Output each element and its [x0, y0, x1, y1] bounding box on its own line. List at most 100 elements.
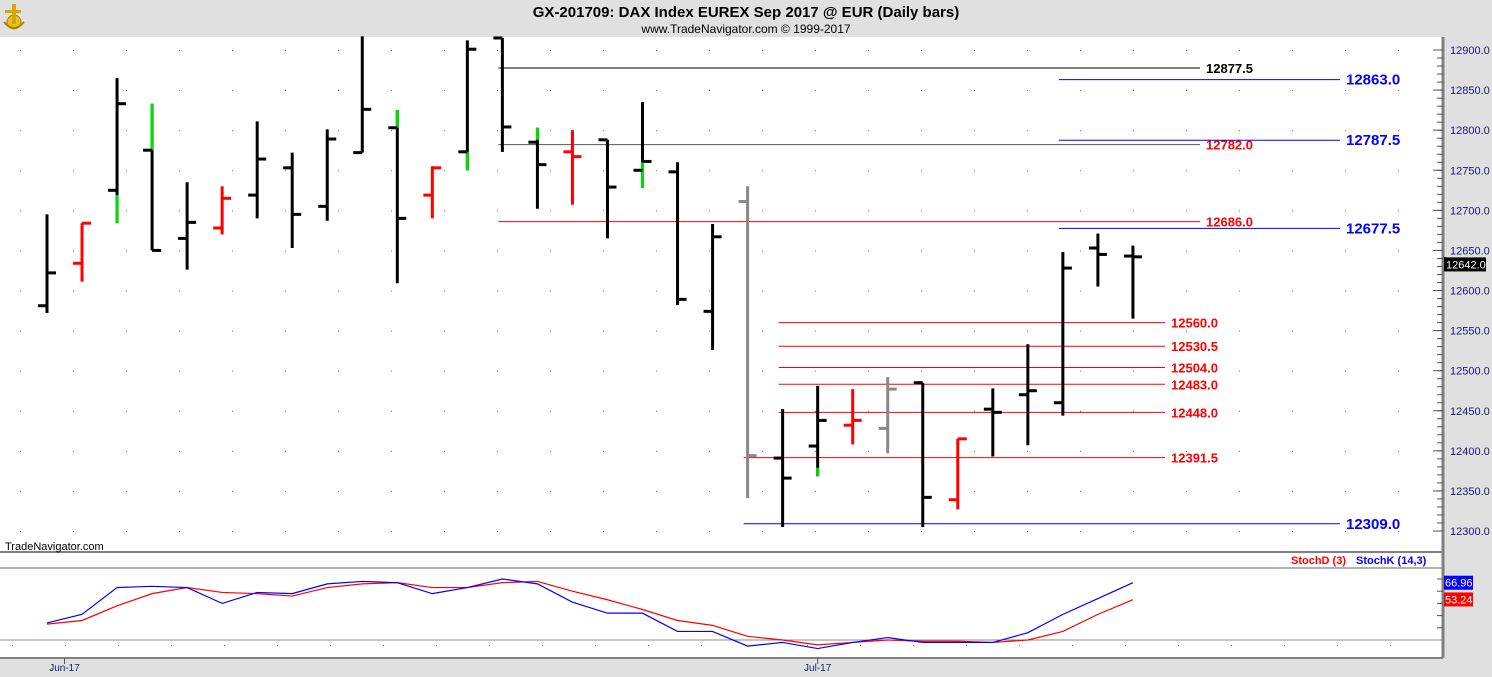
grid-dot — [1027, 450, 1028, 452]
grid-dot — [1027, 170, 1028, 172]
grid-dot — [232, 250, 233, 252]
grid-dot — [73, 50, 74, 51]
grid-dot — [20, 210, 21, 212]
grid-dot — [815, 410, 816, 412]
grid-dot — [974, 90, 975, 92]
stoch-last-box — [1444, 592, 1473, 607]
grid-dot — [73, 290, 74, 292]
ohlc-bar — [388, 110, 407, 284]
grid-dot — [1239, 170, 1240, 172]
grid-dot — [444, 90, 445, 92]
grid-dot — [656, 290, 657, 292]
grid-dot — [868, 170, 869, 172]
grid-dot — [1239, 450, 1240, 452]
grid-dot — [974, 210, 975, 212]
y-tick-label: 12350.0 — [1450, 486, 1490, 498]
grid-dot — [126, 210, 127, 212]
grid-dot — [1133, 410, 1134, 412]
grid-dot — [1292, 450, 1293, 452]
grid-dot — [391, 210, 392, 212]
grid-dot — [1133, 370, 1134, 372]
grid-dot — [1186, 290, 1187, 292]
grid-dot — [330, 644, 331, 646]
ohlc-bar — [248, 121, 267, 219]
grid-dot — [709, 490, 710, 492]
grid-dot — [1345, 531, 1346, 533]
grid-dot — [709, 330, 710, 332]
grid-dot — [391, 250, 392, 252]
grid-dot — [444, 531, 445, 533]
grid-dot — [391, 531, 392, 533]
grid-dot — [20, 410, 21, 412]
grid-dot — [709, 250, 710, 252]
grid-dot — [1239, 50, 1240, 51]
grid-dot — [338, 450, 339, 452]
grid-dot — [497, 170, 498, 172]
grid-dot — [179, 410, 180, 412]
grid-dot — [1186, 330, 1187, 332]
grid-dot — [285, 410, 286, 412]
grid-dot — [1186, 250, 1187, 252]
grid-dot — [1186, 210, 1187, 212]
grid-dot — [1345, 330, 1346, 332]
stoch-last-label: 66.96 — [1445, 578, 1473, 590]
grid-dot — [921, 370, 922, 372]
grid-dot — [815, 250, 816, 252]
grid-dot — [391, 370, 392, 372]
ohlc-bars — [38, 36, 1142, 528]
grid-dot — [497, 90, 498, 92]
grid-dot — [65, 644, 66, 646]
last-price-label: 12642.0 — [1446, 259, 1486, 271]
y-tick-label: 12800.0 — [1450, 125, 1490, 137]
grid-dot — [20, 450, 21, 452]
grid-dot — [656, 531, 657, 533]
grid-dot — [338, 90, 339, 92]
grid-dot — [1186, 170, 1187, 172]
grid-dot — [815, 450, 816, 452]
grid-dot — [603, 170, 604, 172]
grid-dot — [20, 170, 21, 172]
grid-dot — [497, 330, 498, 332]
grid-dot — [1080, 130, 1081, 132]
grid-dot — [603, 450, 604, 452]
grid-dot — [974, 490, 975, 492]
grid-dot — [868, 250, 869, 252]
grid-dot — [179, 370, 180, 372]
grid-dot — [179, 50, 180, 51]
level-label: 12448.0 — [1171, 405, 1218, 420]
ohlc-bar — [1123, 245, 1142, 319]
grid-dot — [603, 290, 604, 292]
y-tick-label: 12500.0 — [1450, 366, 1490, 378]
grid-dot — [603, 410, 604, 412]
grid-dot — [1345, 290, 1346, 292]
grid-dot — [1080, 50, 1081, 51]
ohlc-bar — [423, 166, 442, 219]
indicator-legend-strip — [0, 553, 1443, 567]
grid-dot — [1398, 130, 1399, 132]
grid-dot — [868, 370, 869, 372]
grid-dot — [383, 644, 384, 646]
grid-dot — [338, 290, 339, 292]
grid-dot — [656, 130, 657, 132]
grid-dot — [974, 410, 975, 412]
ohlc-bar — [703, 223, 722, 350]
grid-dot — [179, 450, 180, 452]
level-label: 12787.5 — [1346, 132, 1400, 149]
grid-dot — [179, 490, 180, 492]
grid-dot — [444, 50, 445, 51]
grid-dot — [1133, 90, 1134, 92]
grid-dot — [1080, 450, 1081, 452]
grid-dot — [285, 130, 286, 132]
grid-dot — [1080, 210, 1081, 212]
grid-dot — [1080, 90, 1081, 92]
grid-dot — [497, 490, 498, 492]
grid-dot — [73, 90, 74, 92]
grid-dot — [921, 50, 922, 51]
ohlc-bar — [633, 102, 652, 188]
grid-dot — [391, 490, 392, 492]
grid-dot — [974, 130, 975, 132]
grid-dot — [1398, 90, 1399, 92]
grid-dot — [1345, 210, 1346, 212]
grid-dot — [1239, 130, 1240, 132]
grid-dot — [709, 290, 710, 292]
